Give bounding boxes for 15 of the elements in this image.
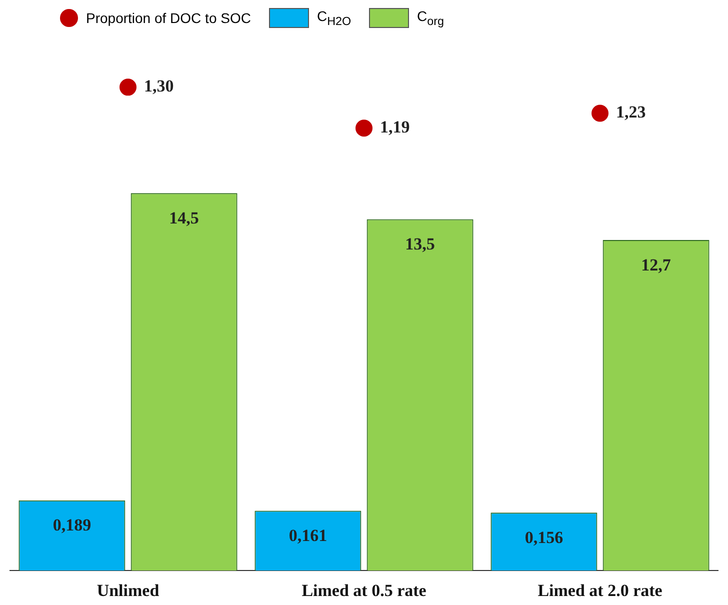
data-label: 0,189 (52, 516, 92, 535)
data-label: 0,161 (288, 526, 328, 546)
data-label: 13,5 (405, 234, 435, 254)
legend-label: C$_{H2O}$ (316, 8, 352, 28)
data-label: 12,7 (641, 255, 672, 274)
legend-label: C$_{org}$ (417, 8, 444, 28)
x-tick-label: Unlimed (96, 581, 160, 600)
data-label: 0,156 (524, 528, 564, 547)
x-tick-label: Limed at 2.0 rate (538, 581, 663, 600)
data-label: 1,19 (380, 117, 410, 136)
legend-label: Proportion of DOC to SOC (86, 10, 251, 26)
data-label: 1,30 (144, 76, 174, 96)
data-label: 14,5 (169, 208, 199, 228)
x-tick-label: Limed at 0.5 rate (302, 581, 427, 600)
data-label: 1,23 (616, 102, 646, 122)
